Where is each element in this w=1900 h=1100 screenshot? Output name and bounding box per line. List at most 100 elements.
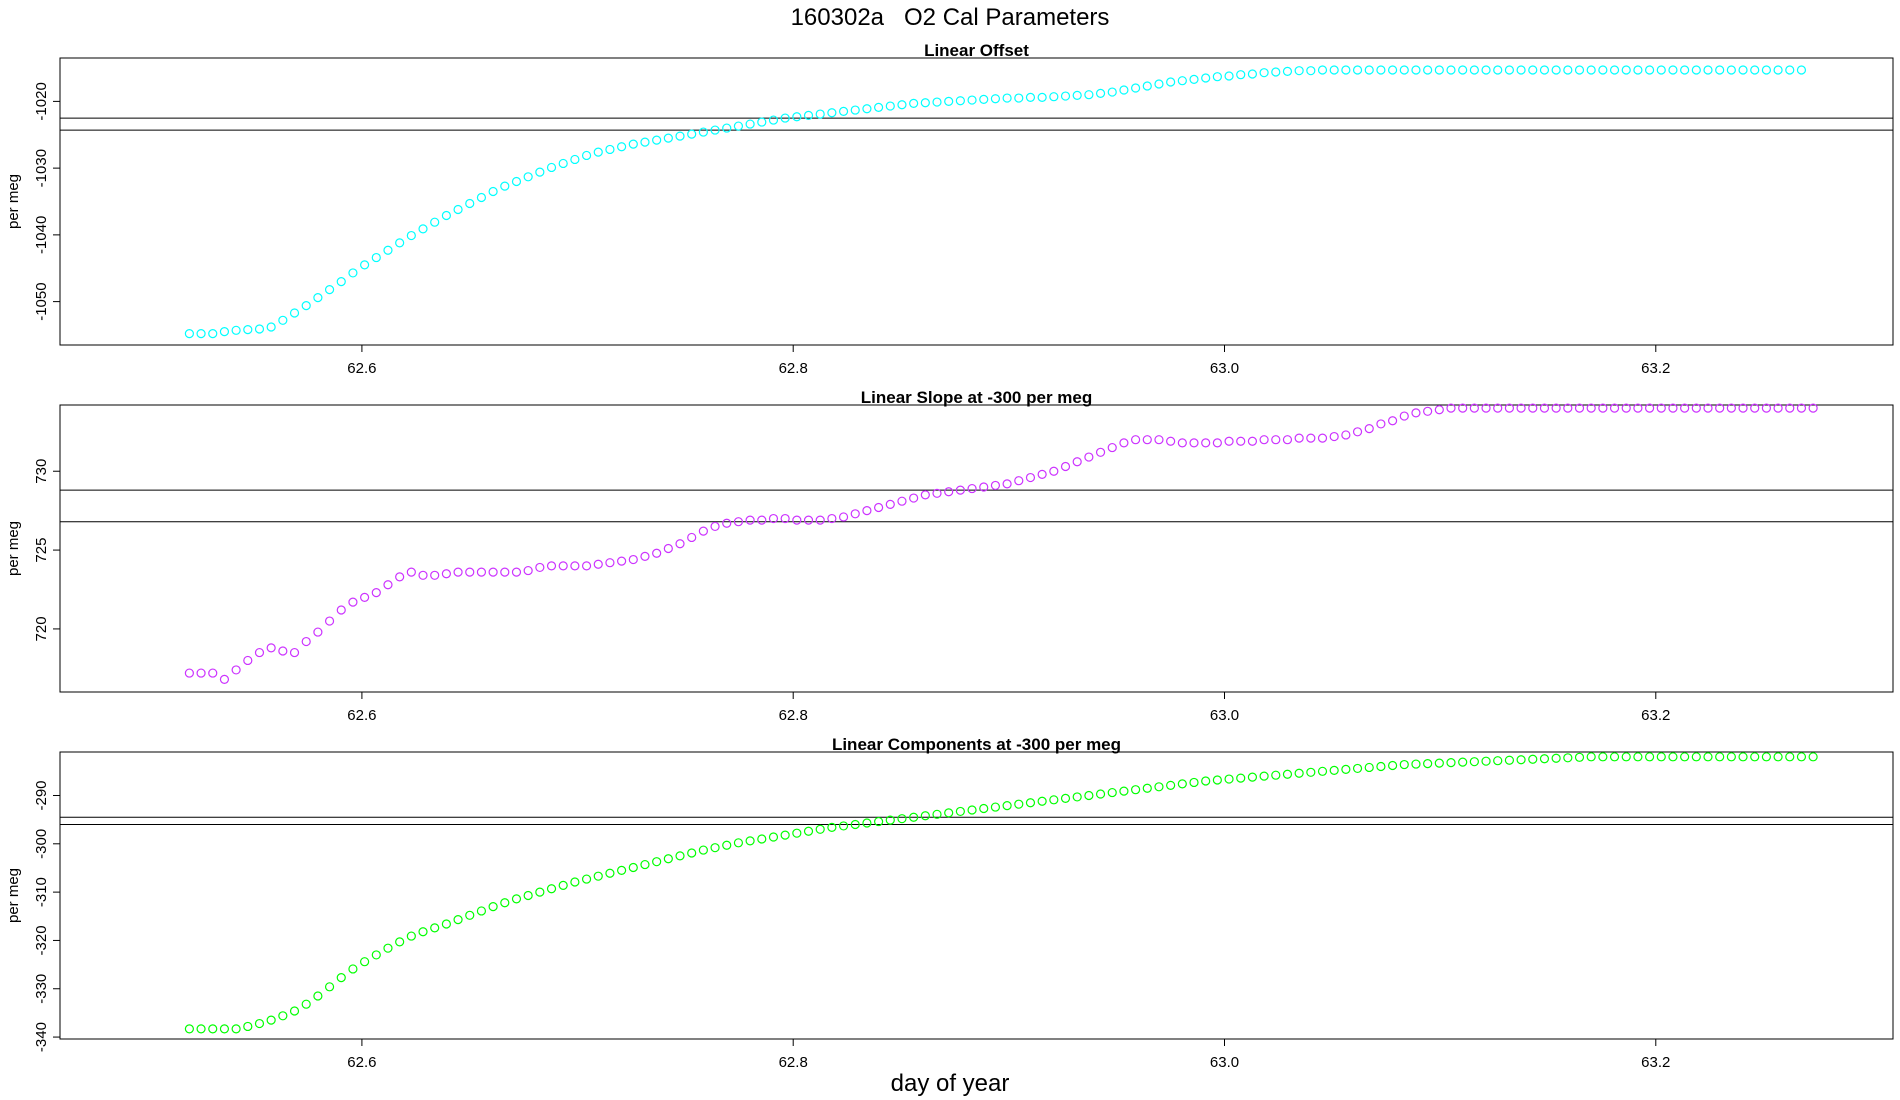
linear-slope-panel: Linear Slope at -300 per meg per meg 62.6 6… (5, 388, 1894, 724)
data-point (1341, 430, 1351, 440)
data-point (371, 950, 381, 960)
data-point (243, 1021, 253, 1032)
data-point (371, 588, 381, 598)
data-point (1493, 403, 1503, 413)
data-point (944, 808, 954, 818)
data-point (1423, 758, 1433, 769)
data-point (1668, 65, 1678, 75)
x-tick-label: 63.2 (1641, 360, 1670, 377)
data-point (1574, 65, 1585, 75)
data-point (803, 515, 814, 525)
data-point (1224, 436, 1234, 446)
data-point (1691, 65, 1701, 75)
data-point (792, 112, 802, 122)
data-point (1411, 65, 1421, 75)
data-point (301, 636, 311, 647)
data-point (1469, 65, 1479, 75)
data-point (1376, 419, 1386, 429)
data-point (196, 1024, 206, 1034)
data-point (1189, 438, 1199, 448)
y-tick-label: -1050 (33, 282, 50, 320)
data-point (757, 515, 767, 525)
data-point (1154, 782, 1164, 792)
data-point (208, 1024, 218, 1034)
data-point (780, 513, 790, 524)
data-point (710, 125, 720, 135)
data-point (1446, 65, 1456, 75)
data-point (324, 982, 335, 992)
data-point (546, 884, 557, 894)
data-point (1668, 403, 1678, 413)
data-point (1574, 752, 1585, 762)
x-tick-label: 62.6 (347, 360, 376, 377)
data-point (465, 910, 475, 920)
data-point (803, 110, 814, 121)
data-point (535, 167, 545, 177)
data-point (990, 94, 1001, 104)
data-point (1761, 752, 1772, 762)
data-point (430, 923, 440, 933)
data-point (605, 144, 615, 155)
data-point (511, 894, 522, 904)
data-point (1586, 65, 1596, 75)
y-tick-label: 730 (33, 459, 50, 484)
data-point (698, 127, 708, 137)
data-point (266, 1015, 276, 1025)
y-axis-label: per meg (5, 521, 22, 576)
data-point (1317, 433, 1328, 443)
data-point (932, 488, 942, 498)
data-point (1796, 65, 1807, 75)
data-point (301, 999, 311, 1009)
data-point (1247, 69, 1258, 79)
plot-frame (59, 57, 1894, 346)
data-point (441, 210, 451, 221)
data-point (640, 137, 650, 147)
data-point (874, 816, 884, 827)
data-point (1446, 403, 1456, 413)
data-point (1352, 427, 1363, 437)
data-point (675, 131, 685, 141)
y-axis-label: per meg (5, 868, 22, 923)
data-point (1107, 787, 1117, 798)
x-axis-title: day of year (890, 1070, 1010, 1097)
data-point (1656, 65, 1666, 75)
data-point (1773, 65, 1783, 75)
data-point (231, 325, 241, 335)
data-point (838, 512, 849, 522)
data-point (1644, 752, 1655, 762)
data-point (1411, 759, 1421, 769)
data-point (628, 862, 638, 873)
y-tick-label: -1020 (33, 82, 50, 120)
data-point (1329, 431, 1339, 442)
data-point (1750, 65, 1760, 75)
data-point (909, 493, 919, 503)
data-point (675, 851, 685, 861)
data-point (710, 521, 720, 532)
data-point (266, 643, 276, 653)
data-point (1002, 479, 1012, 489)
data-point (418, 927, 428, 937)
data-point (406, 230, 416, 241)
data-point (1236, 773, 1246, 783)
data-point (1680, 752, 1690, 762)
data-point (1095, 88, 1106, 98)
data-point (453, 915, 463, 925)
data-point (558, 880, 568, 890)
data-point (558, 158, 568, 169)
data-point (348, 964, 358, 974)
data-point (581, 561, 592, 571)
data-point (1166, 780, 1176, 790)
data-point (336, 276, 346, 287)
figure-title: 160302a O2 Cal Parameters (790, 4, 1110, 31)
data-point (570, 154, 580, 165)
data-point (1095, 789, 1106, 799)
data-point (687, 532, 697, 543)
data-point (324, 616, 335, 626)
data-point (1212, 775, 1222, 785)
data-point (1236, 70, 1246, 80)
data-point (1715, 403, 1725, 413)
data-point (1563, 65, 1573, 75)
data-point (652, 135, 662, 145)
data-point (1633, 403, 1643, 413)
data-point (768, 115, 779, 125)
